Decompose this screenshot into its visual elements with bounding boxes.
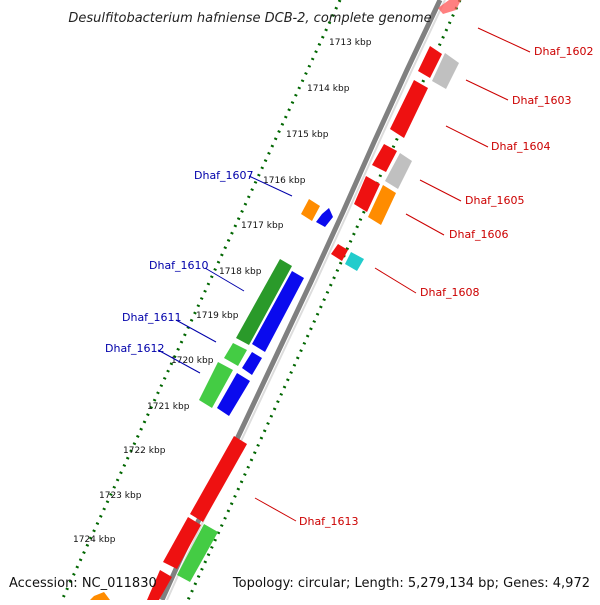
kbp-labels: 1713 kbp 1714 kbp 1715 kbp 1716 kbp 1717 kbp… <box>73 38 372 545</box>
gene-dhaf-1603[interactable] <box>432 53 459 89</box>
gene-dhaf-1613[interactable] <box>190 436 247 522</box>
kbp-label: 1724 kbp <box>73 535 116 545</box>
genome-backbone-highlight <box>166 0 446 601</box>
topology-text: Topology: circular; Length: 5,279,134 bp… <box>232 576 590 591</box>
label-dhaf-1608[interactable]: Dhaf_1608 <box>420 286 480 299</box>
kbp-label: 1723 kbp <box>99 491 142 501</box>
map-title: Desulfitobacterium hafniense DCB-2, comp… <box>68 11 431 26</box>
gene-dhaf-1608-red[interactable] <box>331 244 348 261</box>
label-dhaf-1602[interactable]: Dhaf_1602 <box>534 45 594 58</box>
gene-dhaf-1607-blue[interactable] <box>316 208 333 227</box>
label-dhaf-1610[interactable]: Dhaf_1610 <box>149 259 209 272</box>
kbp-label: 1713 kbp <box>329 38 372 48</box>
label-dhaf-1606[interactable]: Dhaf_1606 <box>449 228 509 241</box>
gene-dhaf-1610[interactable] <box>236 259 292 345</box>
accession-text: Accession: NC_011830 <box>9 576 157 591</box>
label-dhaf-1612[interactable]: Dhaf_1612 <box>105 342 165 355</box>
kbp-label: 1720 kbp <box>171 356 214 366</box>
gene-dhaf-1608[interactable] <box>345 252 364 271</box>
gene-dhaf-1613-green[interactable] <box>177 524 218 582</box>
label-dhaf-1607[interactable]: Dhaf_1607 <box>194 169 254 182</box>
gene-dhaf-1604[interactable] <box>390 80 428 138</box>
gene-dhaf-1607[interactable] <box>301 199 320 221</box>
gene-bottom-orange[interactable] <box>90 592 110 600</box>
gene-labels: Dhaf_1602 Dhaf_1603 Dhaf_1604 Dhaf_1605 … <box>105 45 594 528</box>
label-dhaf-1603[interactable]: Dhaf_1603 <box>512 94 572 107</box>
kbp-label: 1719 kbp <box>196 311 239 321</box>
gene-dhaf-1612[interactable] <box>199 362 233 408</box>
kbp-label: 1718 kbp <box>219 267 262 277</box>
gene-dhaf-1613-b[interactable] <box>163 517 201 569</box>
gene-dhaf-1602[interactable] <box>438 0 461 14</box>
label-connectors <box>157 27 531 522</box>
gene-dhaf-1611-blue[interactable] <box>242 352 262 375</box>
gene-dhaf-1605[interactable] <box>385 153 412 189</box>
gene-dhaf-1610-blue[interactable] <box>252 271 304 352</box>
label-dhaf-1604[interactable]: Dhaf_1604 <box>491 140 551 153</box>
gene-dhaf-1605-b[interactable] <box>354 176 380 212</box>
gene-dhaf-1606[interactable] <box>368 185 396 225</box>
kbp-label: 1714 kbp <box>307 84 350 94</box>
gene-bottom-red[interactable] <box>147 570 172 600</box>
label-dhaf-1613[interactable]: Dhaf_1613 <box>299 515 359 528</box>
gene-dhaf-1605-a[interactable] <box>372 144 397 172</box>
kbp-label: 1722 kbp <box>123 446 166 456</box>
kbp-label: 1717 kbp <box>241 221 284 231</box>
kbp-label: 1716 kbp <box>263 176 306 186</box>
gene-features <box>90 0 461 600</box>
gene-dhaf-1602-arrow[interactable] <box>418 46 442 78</box>
outer-tick-line <box>186 0 462 601</box>
gene-dhaf-1612-blue[interactable] <box>217 373 250 416</box>
label-dhaf-1611[interactable]: Dhaf_1611 <box>122 311 182 324</box>
label-dhaf-1605[interactable]: Dhaf_1605 <box>465 194 525 207</box>
kbp-label: 1715 kbp <box>286 130 329 140</box>
kbp-label: 1721 kbp <box>147 402 190 412</box>
gene-dhaf-1611[interactable] <box>224 343 247 366</box>
